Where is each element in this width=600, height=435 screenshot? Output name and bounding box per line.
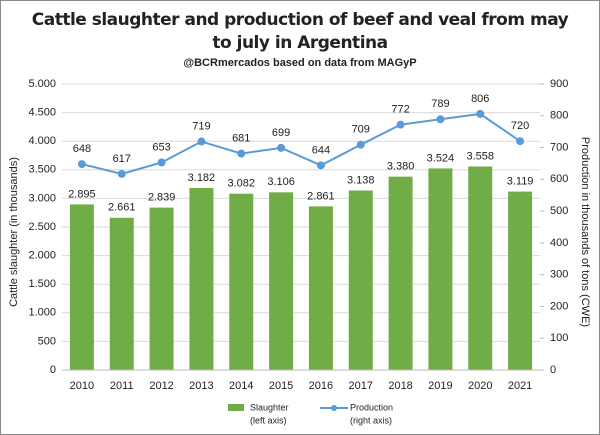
x-tick-label: 2017 <box>349 380 373 392</box>
line-value-label: 709 <box>352 124 370 136</box>
x-tick-label: 2010 <box>70 380 94 392</box>
bar <box>69 204 94 370</box>
line-value-label: 806 <box>471 93 489 105</box>
line-value-label: 789 <box>431 98 449 110</box>
bar <box>388 176 413 370</box>
line-marker <box>316 161 325 170</box>
bar-value-label: 3.138 <box>347 174 375 186</box>
chart-title: Cattle slaughter and production of beef … <box>32 10 569 30</box>
line-marker <box>476 109 485 118</box>
line-value-label: 617 <box>113 153 131 165</box>
bar-value-label: 3.082 <box>227 178 255 190</box>
y-tick-label: 4.500 <box>28 107 56 119</box>
bar <box>149 207 174 370</box>
y2-tick-label: 600 <box>550 173 568 185</box>
line-marker <box>516 137 525 146</box>
bar-value-label: 3.182 <box>188 172 216 184</box>
bar <box>428 168 453 370</box>
line-marker <box>356 140 365 149</box>
line-marker <box>237 149 246 158</box>
line-value-label: 719 <box>192 120 210 132</box>
bar <box>189 187 214 370</box>
bar <box>308 206 333 370</box>
legend-swatch <box>228 404 244 411</box>
chart-title: to july in Argentina <box>212 33 387 53</box>
y-axis-title: Cattle slaughter (in thousands) <box>8 157 20 307</box>
line-marker <box>117 169 126 178</box>
bar-value-label: 2.861 <box>307 190 335 202</box>
bar <box>508 191 533 370</box>
y2-tick-label: 800 <box>550 110 568 122</box>
line-value-label: 644 <box>312 144 330 156</box>
x-tick-label: 2011 <box>110 380 134 392</box>
y-tick-label: 5.000 <box>28 78 56 90</box>
line-marker <box>77 160 86 169</box>
bar-value-label: 2.661 <box>108 202 136 214</box>
bar-value-label: 2.895 <box>68 188 96 200</box>
y2-tick-label: 100 <box>550 332 568 344</box>
legend-label: Production <box>350 402 393 412</box>
y-tick-label: 2.500 <box>28 221 56 233</box>
bar <box>468 166 493 370</box>
y-tick-label: 1.000 <box>28 307 56 319</box>
x-tick-label: 2016 <box>309 380 333 392</box>
line-value-label: 699 <box>272 127 290 139</box>
y2-tick-label: 400 <box>550 237 568 249</box>
y2-tick-label: 500 <box>550 205 568 217</box>
line <box>81 112 521 175</box>
x-tick-label: 2015 <box>269 380 293 392</box>
legend-label: Slaughter <box>250 402 289 412</box>
y-tick-label: 3.000 <box>28 192 56 204</box>
line-marker <box>197 137 206 146</box>
line-value-label: 648 <box>73 143 91 155</box>
x-tick-label: 2018 <box>388 380 412 392</box>
y-tick-label: 1.500 <box>28 278 56 290</box>
x-tick-label: 2019 <box>428 380 452 392</box>
legend-note: (right axis) <box>350 415 392 425</box>
bar-value-label: 3.119 <box>507 175 534 187</box>
bar <box>229 193 254 370</box>
bar <box>269 192 294 370</box>
y2-tick-label: 900 <box>550 78 568 90</box>
bar-value-label: 3.524 <box>427 152 455 164</box>
bar-value-label: 3.106 <box>267 176 295 188</box>
y2-axis-title: Production in thousands of tons (CWE) <box>579 137 591 327</box>
x-tick-label: 2014 <box>229 380 253 392</box>
y2-tick-label: 700 <box>550 141 568 153</box>
line-value-label: 681 <box>232 132 250 144</box>
y-tick-label: 0 <box>50 364 56 376</box>
bar-value-label: 3.558 <box>466 150 494 162</box>
y2-tick-label: 0 <box>550 364 556 376</box>
x-tick-label: 2021 <box>508 380 532 392</box>
y2-tick-label: 200 <box>550 300 568 312</box>
line-marker <box>277 143 286 152</box>
x-tick-label: 2013 <box>189 380 213 392</box>
bar-value-label: 3.380 <box>387 161 415 173</box>
line-marker <box>157 158 166 167</box>
line-marker <box>436 115 445 124</box>
y-tick-label: 4.000 <box>28 135 56 147</box>
x-tick-label: 2020 <box>468 380 492 392</box>
line-marker <box>396 120 405 129</box>
line-value-label: 653 <box>152 141 170 153</box>
line-value-label: 772 <box>391 104 409 116</box>
y-tick-label: 3.500 <box>28 164 56 176</box>
y2-tick-label: 300 <box>550 269 568 281</box>
bar <box>109 217 134 370</box>
chart-subtitle: @BCRmercados based on data from MAGyP <box>183 57 416 69</box>
bar <box>348 190 373 370</box>
line-value-label: 720 <box>511 120 529 132</box>
legend-swatch <box>331 405 337 411</box>
bar-value-label: 2.839 <box>148 192 176 204</box>
y-tick-label: 500 <box>38 335 56 347</box>
y-tick-label: 2.000 <box>28 250 56 262</box>
x-tick-label: 2012 <box>149 380 173 392</box>
legend-note: (left axis) <box>250 415 287 425</box>
